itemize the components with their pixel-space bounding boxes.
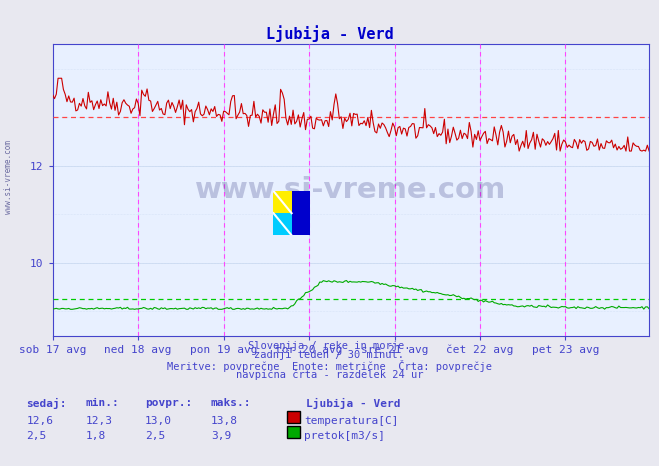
Text: min.:: min.:	[86, 398, 119, 408]
Text: 2,5: 2,5	[26, 431, 47, 441]
Text: www.si-vreme.com: www.si-vreme.com	[195, 176, 507, 204]
Text: maks.:: maks.:	[211, 398, 251, 408]
Text: 2,5: 2,5	[145, 431, 165, 441]
Text: 3,9: 3,9	[211, 431, 231, 441]
Bar	[273, 191, 291, 213]
Text: Meritve: povprečne  Enote: metrične  Črta: povprečje: Meritve: povprečne Enote: metrične Črta:…	[167, 360, 492, 372]
Text: 13,0: 13,0	[145, 416, 172, 425]
Text: 1,8: 1,8	[86, 431, 106, 441]
Text: navpična črta - razdelek 24 ur: navpična črta - razdelek 24 ur	[236, 369, 423, 380]
Bar	[273, 213, 291, 235]
Text: Ljubija - Verd: Ljubija - Verd	[306, 398, 401, 410]
Text: Slovenija / reke in morje.: Slovenija / reke in morje.	[248, 341, 411, 351]
Text: Ljubija - Verd: Ljubija - Verd	[266, 26, 393, 42]
Text: 12,3: 12,3	[86, 416, 113, 425]
Text: www.si-vreme.com: www.si-vreme.com	[4, 140, 13, 214]
Bar	[291, 191, 310, 235]
Text: povpr.:: povpr.:	[145, 398, 192, 408]
Text: temperatura[C]: temperatura[C]	[304, 416, 399, 425]
Text: 13,8: 13,8	[211, 416, 238, 425]
Text: sedaj:: sedaj:	[26, 398, 67, 410]
Text: pretok[m3/s]: pretok[m3/s]	[304, 431, 386, 441]
Text: zadnji teden / 30 minut.: zadnji teden / 30 minut.	[254, 350, 405, 360]
Text: 12,6: 12,6	[26, 416, 53, 425]
